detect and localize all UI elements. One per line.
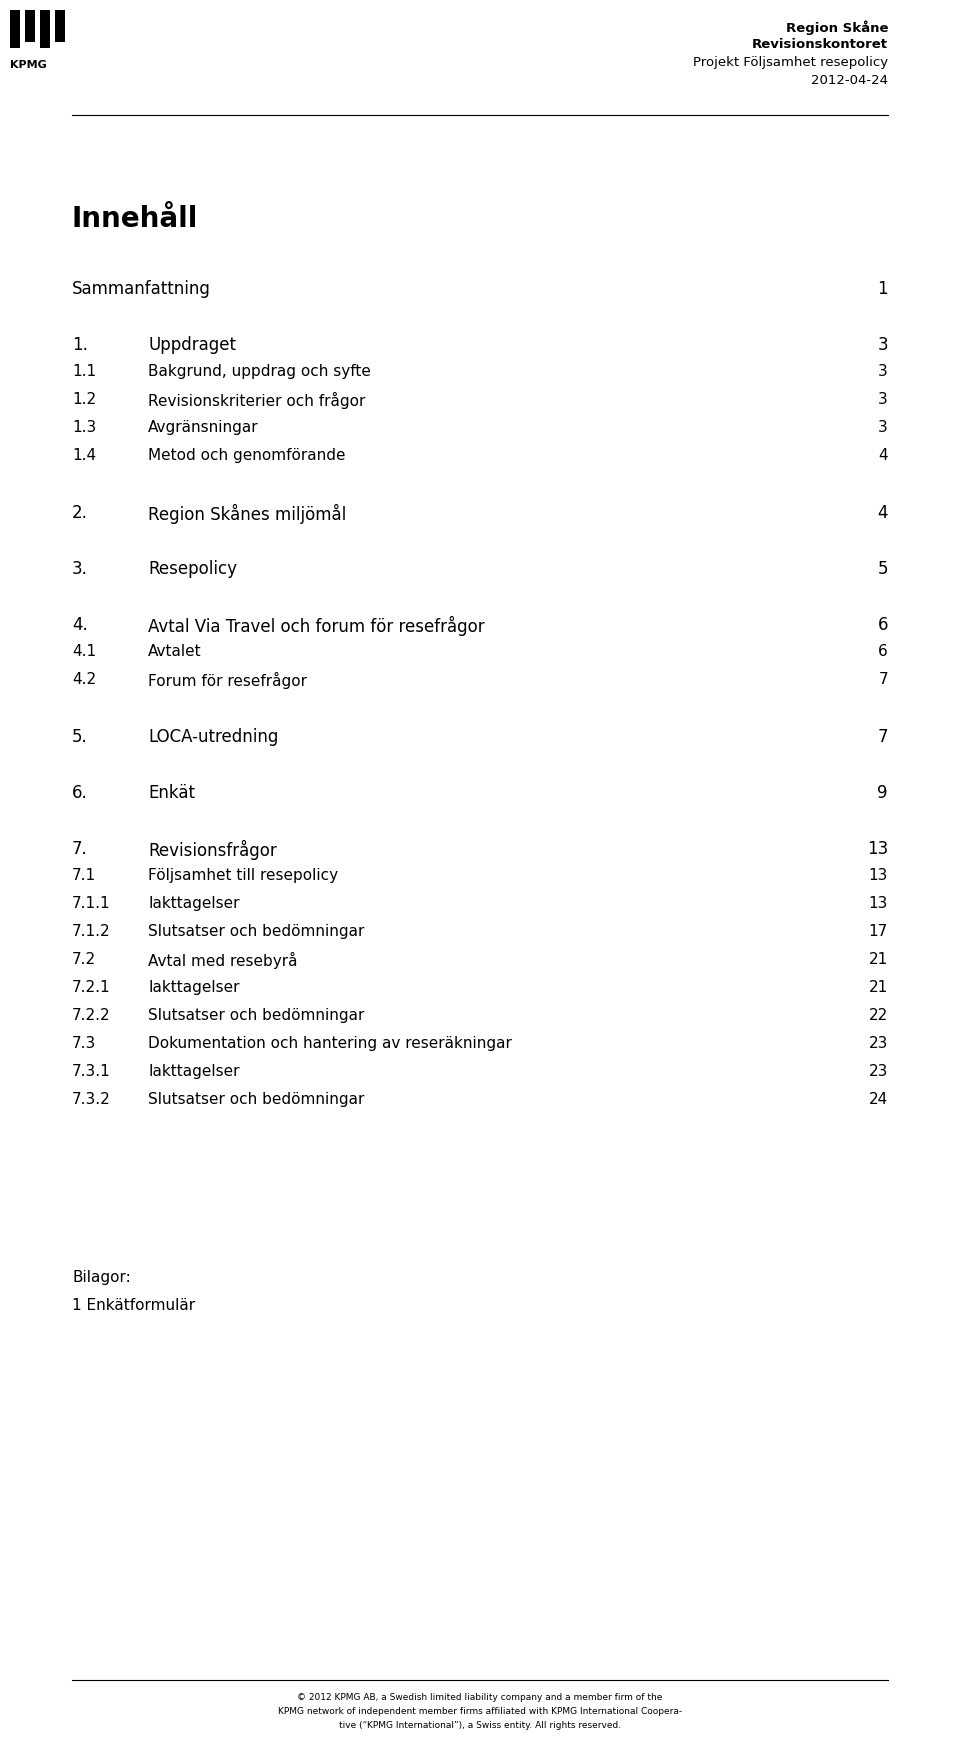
Text: 1 Enkätformulär: 1 Enkätformulär — [72, 1297, 195, 1313]
Text: 9: 9 — [877, 784, 888, 802]
Text: 7.3.2: 7.3.2 — [72, 1092, 110, 1108]
Text: Avtal Via Travel och forum för resefrågor: Avtal Via Travel och forum för resefrågo… — [148, 616, 485, 636]
Text: Uppdraget: Uppdraget — [148, 336, 236, 355]
Text: 1.4: 1.4 — [72, 449, 96, 463]
Text: Revisionskriterier och frågor: Revisionskriterier och frågor — [148, 391, 366, 409]
Text: Slutsatser och bedömningar: Slutsatser och bedömningar — [148, 1092, 365, 1108]
Text: 7.2.2: 7.2.2 — [72, 1009, 110, 1023]
Text: LOCA-utredning: LOCA-utredning — [148, 729, 278, 746]
Bar — [40, 10, 50, 49]
Text: 7.2.1: 7.2.1 — [72, 981, 110, 995]
Text: 7.: 7. — [72, 840, 87, 857]
Text: 3: 3 — [878, 363, 888, 379]
Text: 7.1.2: 7.1.2 — [72, 923, 110, 939]
Text: 1.: 1. — [72, 336, 88, 355]
Text: 21: 21 — [869, 951, 888, 967]
Text: Sammanfattning: Sammanfattning — [72, 280, 211, 297]
Text: 6.: 6. — [72, 784, 87, 802]
Text: 13: 13 — [869, 896, 888, 911]
Text: © 2012 KPMG AB, a Swedish limited liability company and a member firm of the: © 2012 KPMG AB, a Swedish limited liabil… — [298, 1694, 662, 1702]
Text: 13: 13 — [867, 840, 888, 857]
Text: 6: 6 — [878, 643, 888, 659]
Bar — [25, 10, 35, 42]
Text: Revisionskontoret: Revisionskontoret — [752, 38, 888, 50]
Text: Resepolicy: Resepolicy — [148, 560, 237, 577]
Text: Projekt Följsamhet resepolicy: Projekt Följsamhet resepolicy — [693, 56, 888, 70]
Text: Bakgrund, uppdrag och syfte: Bakgrund, uppdrag och syfte — [148, 363, 371, 379]
Text: Enkät: Enkät — [148, 784, 195, 802]
Text: 21: 21 — [869, 981, 888, 995]
Text: Innehåll: Innehåll — [72, 205, 199, 233]
Text: 2.: 2. — [72, 504, 88, 522]
Text: 7: 7 — [877, 729, 888, 746]
Text: 5.: 5. — [72, 729, 87, 746]
Text: Slutsatser och bedömningar: Slutsatser och bedömningar — [148, 923, 365, 939]
Text: 4.1: 4.1 — [72, 643, 96, 659]
Text: 7.2: 7.2 — [72, 951, 96, 967]
Text: Avtalet: Avtalet — [148, 643, 202, 659]
Text: 4.2: 4.2 — [72, 671, 96, 687]
Text: 13: 13 — [869, 868, 888, 883]
Text: 7.3.1: 7.3.1 — [72, 1064, 110, 1078]
Bar — [55, 10, 65, 42]
Text: Metod och genomförande: Metod och genomförande — [148, 449, 346, 463]
Text: 6: 6 — [877, 616, 888, 635]
Text: 1.1: 1.1 — [72, 363, 96, 379]
Text: Iakttagelser: Iakttagelser — [148, 1064, 239, 1078]
Text: 3.: 3. — [72, 560, 88, 577]
Text: 4.: 4. — [72, 616, 87, 635]
Text: Iakttagelser: Iakttagelser — [148, 981, 239, 995]
Text: 5: 5 — [877, 560, 888, 577]
Text: 4: 4 — [878, 449, 888, 463]
Text: 1.3: 1.3 — [72, 421, 96, 435]
Text: 1: 1 — [877, 280, 888, 297]
Text: 7: 7 — [878, 671, 888, 687]
Text: 4: 4 — [877, 504, 888, 522]
Text: 7.1.1: 7.1.1 — [72, 896, 110, 911]
Text: 7.1: 7.1 — [72, 868, 96, 883]
Text: 24: 24 — [869, 1092, 888, 1108]
Bar — [10, 10, 20, 49]
Text: tive (“KPMG International”), a Swiss entity. All rights reserved.: tive (“KPMG International”), a Swiss ent… — [339, 1722, 621, 1730]
Text: 22: 22 — [869, 1009, 888, 1023]
Text: Region Skåne: Region Skåne — [785, 21, 888, 35]
Text: Forum för resefrågor: Forum för resefrågor — [148, 671, 307, 689]
Text: 3: 3 — [878, 421, 888, 435]
Text: Iakttagelser: Iakttagelser — [148, 896, 239, 911]
Text: 1.2: 1.2 — [72, 391, 96, 407]
Text: Slutsatser och bedömningar: Slutsatser och bedömningar — [148, 1009, 365, 1023]
Text: Bilagor:: Bilagor: — [72, 1269, 131, 1285]
Text: Följsamhet till resepolicy: Följsamhet till resepolicy — [148, 868, 338, 883]
Text: Avtal med resebyrå: Avtal med resebyrå — [148, 951, 298, 969]
Text: Avgränsningar: Avgränsningar — [148, 421, 258, 435]
Text: KPMG: KPMG — [10, 61, 47, 70]
Text: KPMG network of independent member firms affiliated with KPMG International Coop: KPMG network of independent member firms… — [278, 1708, 682, 1716]
Text: Revisionsfrågor: Revisionsfrågor — [148, 840, 276, 861]
Text: 23: 23 — [869, 1064, 888, 1078]
Text: 17: 17 — [869, 923, 888, 939]
Text: 3: 3 — [878, 391, 888, 407]
Text: Region Skånes miljömål: Region Skånes miljömål — [148, 504, 347, 523]
Text: 23: 23 — [869, 1036, 888, 1050]
Text: 7.3: 7.3 — [72, 1036, 96, 1050]
Text: 3: 3 — [877, 336, 888, 355]
Text: Dokumentation och hantering av reseräkningar: Dokumentation och hantering av reseräkni… — [148, 1036, 512, 1050]
Text: 2012-04-24: 2012-04-24 — [811, 75, 888, 87]
